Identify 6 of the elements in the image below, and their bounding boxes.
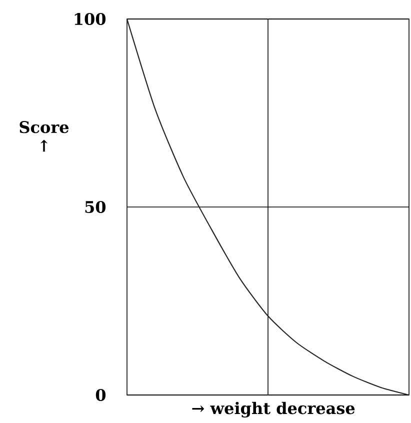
line-series xyxy=(127,18,409,395)
x-axis-title: → weight decrease xyxy=(192,402,355,418)
y-axis-title: Score ↑ xyxy=(20,121,69,152)
y-tick-label: 50 xyxy=(85,200,106,214)
y-tick-label: 100 xyxy=(74,12,106,26)
y-tick-label: 0 xyxy=(96,388,106,402)
